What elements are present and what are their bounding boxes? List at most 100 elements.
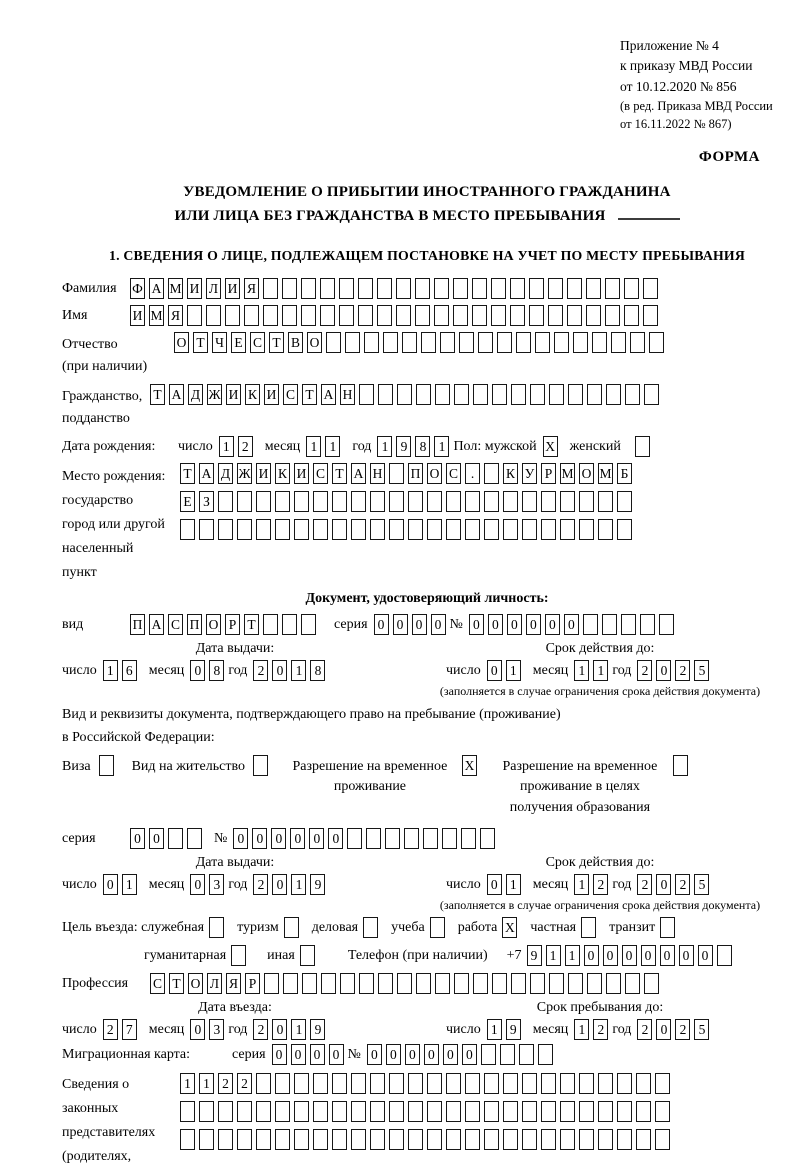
char-box[interactable]: Я (168, 305, 183, 326)
char-box[interactable] (332, 1101, 347, 1123)
char-box[interactable] (313, 1129, 328, 1151)
char-box[interactable]: 1 (486, 1019, 502, 1041)
char-box[interactable] (573, 332, 588, 353)
char-box[interactable]: 2 (253, 1019, 269, 1041)
char-box[interactable]: 1 (564, 945, 580, 967)
char-box[interactable] (617, 1101, 632, 1123)
char-box[interactable]: И (226, 384, 241, 405)
char-box[interactable] (416, 973, 431, 995)
char-box[interactable]: 0 (411, 614, 427, 635)
char-box[interactable] (446, 1101, 461, 1123)
char-box[interactable] (510, 305, 525, 326)
char-box[interactable] (453, 278, 468, 299)
char-box[interactable] (511, 384, 526, 405)
char-box[interactable]: А (149, 278, 164, 299)
char-box[interactable]: 2 (593, 1019, 609, 1041)
char-box[interactable]: 9 (310, 1019, 326, 1041)
char-box[interactable] (180, 1129, 195, 1151)
char-box[interactable] (658, 614, 674, 635)
char-box[interactable]: 0 (640, 945, 656, 967)
char-box[interactable]: А (169, 384, 184, 405)
char-box[interactable]: 0 (233, 828, 249, 850)
char-box[interactable] (549, 973, 564, 995)
char-box[interactable]: О (206, 614, 221, 635)
char-box[interactable]: А (351, 463, 366, 484)
char-box[interactable]: 0 (272, 1019, 288, 1041)
char-box[interactable]: 7 (121, 1019, 137, 1041)
char-box[interactable]: 0 (102, 874, 118, 896)
char-box[interactable] (598, 1101, 613, 1123)
char-box[interactable] (427, 519, 442, 540)
char-box[interactable] (199, 519, 214, 540)
char-box[interactable] (541, 1129, 556, 1151)
char-box[interactable]: Т (193, 332, 208, 353)
char-box[interactable] (522, 1129, 537, 1151)
char-box[interactable]: 0 (271, 828, 287, 850)
char-box[interactable] (264, 973, 279, 995)
char-box[interactable]: 0 (525, 614, 541, 635)
char-box[interactable] (655, 1129, 670, 1151)
char-box[interactable] (560, 519, 575, 540)
char-box[interactable]: 5 (694, 874, 710, 896)
char-box[interactable] (199, 1129, 214, 1151)
char-box[interactable] (560, 491, 575, 512)
char-box[interactable]: 0 (656, 874, 672, 896)
char-box[interactable] (598, 519, 613, 540)
char-box[interactable] (415, 305, 430, 326)
char-box[interactable] (510, 278, 525, 299)
char-box[interactable] (377, 278, 392, 299)
char-box[interactable] (655, 1073, 670, 1095)
char-box[interactable] (537, 1044, 553, 1066)
char-box[interactable] (408, 519, 423, 540)
char-box[interactable]: 1 (574, 874, 590, 896)
char-box[interactable] (313, 519, 328, 540)
char-box[interactable] (339, 278, 354, 299)
char-box[interactable]: 8 (209, 660, 225, 681)
char-box[interactable] (529, 305, 544, 326)
char-box[interactable]: 1 (505, 660, 521, 681)
char-box[interactable] (440, 332, 455, 353)
char-box[interactable]: М (598, 463, 613, 484)
char-box[interactable]: А (149, 614, 164, 635)
char-box[interactable] (459, 332, 474, 353)
char-box[interactable]: 0 (583, 945, 599, 967)
char-box[interactable] (434, 278, 449, 299)
char-box[interactable] (499, 1044, 515, 1066)
char-box[interactable] (256, 1101, 271, 1123)
char-box[interactable]: Т (302, 384, 317, 405)
char-box[interactable] (283, 973, 298, 995)
char-box[interactable] (351, 1073, 366, 1095)
char-box[interactable] (427, 1073, 442, 1095)
char-box[interactable]: 2 (675, 660, 691, 681)
char-box[interactable]: 2 (637, 1019, 653, 1041)
char-box[interactable] (363, 917, 379, 939)
char-box[interactable] (492, 973, 507, 995)
char-box[interactable]: И (187, 278, 202, 299)
char-box[interactable] (275, 1073, 290, 1095)
char-box[interactable] (332, 1073, 347, 1095)
char-box[interactable] (263, 614, 278, 635)
char-box[interactable]: 5 (694, 660, 710, 681)
char-box[interactable] (237, 491, 252, 512)
char-box[interactable] (472, 305, 487, 326)
char-box[interactable]: 0 (544, 614, 560, 635)
char-box[interactable]: 2 (675, 874, 691, 896)
char-box[interactable]: 9 (505, 1019, 521, 1041)
char-box[interactable] (256, 1129, 271, 1151)
char-box[interactable] (396, 278, 411, 299)
char-box[interactable] (427, 1101, 442, 1123)
char-box[interactable]: 0 (309, 828, 325, 850)
char-box[interactable] (396, 305, 411, 326)
char-box[interactable] (617, 1129, 632, 1151)
char-box[interactable]: Д (188, 384, 203, 405)
char-box[interactable] (582, 614, 598, 635)
char-box[interactable] (472, 278, 487, 299)
char-box[interactable] (624, 305, 639, 326)
char-box[interactable]: 2 (237, 436, 253, 457)
char-box[interactable]: О (579, 463, 594, 484)
char-box[interactable] (446, 1129, 461, 1151)
char-box[interactable]: 0 (487, 614, 503, 635)
char-box[interactable] (275, 1129, 290, 1151)
char-box[interactable]: 0 (602, 945, 618, 967)
char-box[interactable] (209, 917, 225, 939)
